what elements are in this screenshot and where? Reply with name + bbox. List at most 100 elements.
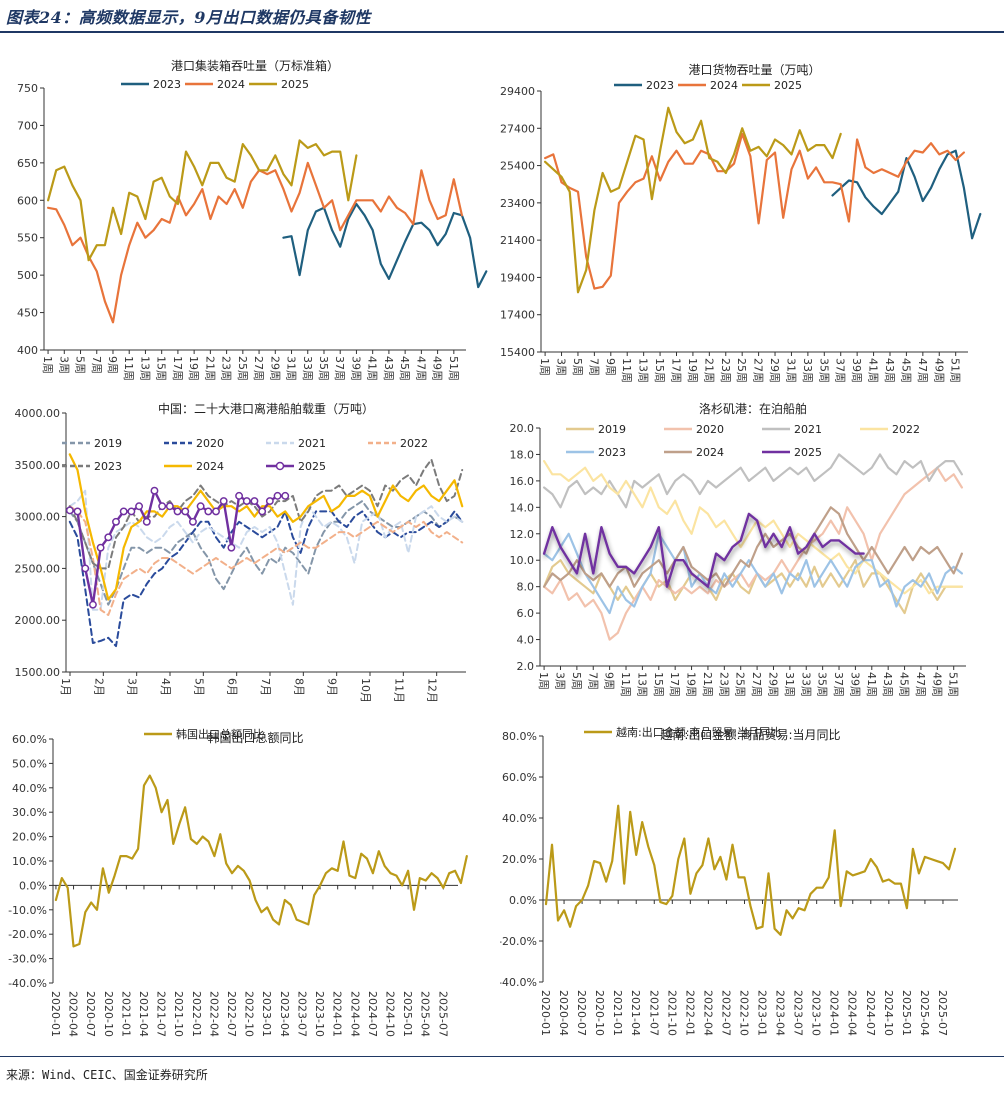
y-tick-label: 16.0 [510, 475, 535, 488]
x-tick-label: 8月 [292, 678, 305, 696]
chart-title: 越南:出口金额:商品贸易:当月同比 [660, 727, 840, 742]
x-tick-label: 2021-07 [647, 990, 660, 1036]
x-tick-label: 23周 [220, 356, 233, 381]
x-tick-label: 12月 [426, 678, 439, 703]
y-tick-label: 80.0% [502, 730, 537, 743]
series-point-2025 [165, 502, 174, 511]
x-tick-label: 29周 [268, 356, 281, 381]
x-tick-label: 2024-04 [846, 990, 859, 1036]
x-tick-label: 37周 [333, 356, 346, 381]
series-point-2025 [258, 507, 267, 516]
x-tick-label: 2023-07 [792, 990, 805, 1036]
series-point-2025 [104, 533, 113, 542]
series-line-2024 [543, 506, 963, 588]
chart-title: 韩国出口总额同比 [207, 730, 303, 745]
legend-label-2023: 2023 [94, 460, 122, 473]
x-tick-label: 7周 [586, 672, 599, 690]
x-tick-label: 19周 [187, 356, 200, 381]
x-tick-label: 2024-01 [828, 990, 841, 1036]
x-tick-label: 2021-01 [611, 990, 624, 1036]
series-line-2022 [68, 505, 464, 616]
x-tick-label: 31周 [285, 356, 298, 381]
series-line-2024 [47, 161, 463, 324]
y-tick-label: 20.0 [510, 422, 535, 435]
y-tick-label: 450 [17, 307, 38, 320]
x-tick-label: 47周 [914, 672, 927, 697]
x-tick-label: 2022-10 [243, 991, 256, 1037]
y-tick-label: 25400 [500, 160, 535, 173]
series-line-2022 [543, 460, 963, 595]
y-tick-label: 15400 [500, 346, 535, 359]
series-point-2025 [119, 507, 128, 516]
x-tick-label: 17周 [171, 356, 184, 381]
y-tick-label: -20.0% [500, 935, 537, 948]
series-line-越南:出口金额:商品贸易:当月同比 [544, 804, 957, 936]
x-tick-label: 33周 [801, 358, 814, 383]
x-tick-label: 2023-01 [260, 991, 273, 1037]
series-point-2025 [188, 517, 197, 526]
y-tick-label: -30.0% [8, 953, 47, 966]
x-tick-label: 2020-04 [67, 991, 80, 1037]
x-tick-label: 37周 [832, 672, 845, 697]
legend-marker-2025 [275, 461, 285, 471]
x-tick-label: 11周 [122, 356, 135, 381]
x-tick-label: 4月 [159, 678, 172, 696]
y-tick-label: 2000.00 [15, 614, 61, 627]
x-tick-label: 45周 [398, 356, 411, 381]
x-tick-label: 2023-01 [756, 990, 769, 1036]
x-tick-label: 33周 [301, 356, 314, 381]
x-tick-label: 39周 [850, 358, 863, 383]
x-tick-label: 2024-07 [366, 991, 379, 1037]
y-tick-label: 40.0% [502, 812, 537, 825]
x-tick-label: 2024-07 [864, 990, 877, 1036]
y-tick-label: 12.0 [510, 528, 535, 541]
x-tick-label: 21周 [701, 672, 714, 697]
x-tick-label: 17周 [669, 358, 682, 383]
chart-title: 港口货物吞吐量（万吨） [688, 62, 820, 77]
series-line-2019 [68, 500, 464, 606]
y-tick-label: 20.0% [502, 853, 537, 866]
legend-label-越南:出口金额:商品贸易:当月同比: 越南:出口金额:商品贸易:当月同比 [616, 725, 781, 739]
y-tick-label: -10.0% [8, 904, 47, 917]
legend-label-2023: 2023 [153, 78, 181, 91]
x-tick-label: 2025-04 [419, 991, 432, 1037]
x-tick-label: 2022-01 [190, 991, 203, 1037]
series-point-2025 [81, 564, 90, 573]
x-tick-label: 51周 [447, 356, 460, 381]
chart-ship-tonnage: 中国：二十大港口离港船舶载重（万吨） 1500.00 2000.00 2500.00 3… [15, 401, 466, 703]
series-line-韩国出口总额同比 [54, 774, 468, 948]
series-point-2025 [242, 497, 251, 506]
x-tick-label: 1月 [59, 678, 72, 696]
y-tick-label: 0.0% [509, 894, 537, 907]
x-tick-label: 5月 [192, 678, 205, 696]
series-point-2025 [281, 491, 290, 500]
x-tick-label: 19周 [686, 358, 699, 383]
x-tick-label: 2025-01 [401, 991, 414, 1037]
x-tick-label: 2022-04 [207, 991, 220, 1037]
x-tick-label: 3周 [553, 672, 566, 690]
y-tick-label: 60.0% [502, 771, 537, 784]
series-line-2024 [68, 453, 464, 601]
x-tick-label: 35周 [317, 356, 330, 381]
x-tick-label: 2021-04 [629, 990, 642, 1036]
y-tick-label: 3000.00 [15, 511, 61, 524]
x-tick-label: 45周 [899, 358, 912, 383]
x-tick-label: 23周 [719, 358, 732, 383]
x-tick-label: 15周 [653, 358, 666, 383]
legend-label-2022: 2022 [400, 437, 428, 450]
x-tick-label: 45周 [898, 672, 911, 697]
legend-label-2024: 2024 [696, 446, 724, 459]
series-point-2025 [135, 502, 144, 511]
series-point-2025 [142, 517, 151, 526]
chart-title: 洛杉矶港：在泊船舶 [699, 401, 807, 416]
x-tick-label: 2020-10 [593, 990, 606, 1036]
series-line-2025 [542, 512, 865, 588]
series-point-2025 [65, 506, 74, 515]
x-tick-label: 2023-07 [295, 991, 308, 1037]
x-tick-label: 2025-07 [436, 991, 449, 1037]
series-point-2025 [158, 502, 167, 511]
x-tick-label: 2020-07 [84, 991, 97, 1037]
x-tick-label: 2025-04 [918, 990, 931, 1036]
x-tick-label: 2022-10 [737, 990, 750, 1036]
y-tick-label: 3500.00 [15, 459, 61, 472]
